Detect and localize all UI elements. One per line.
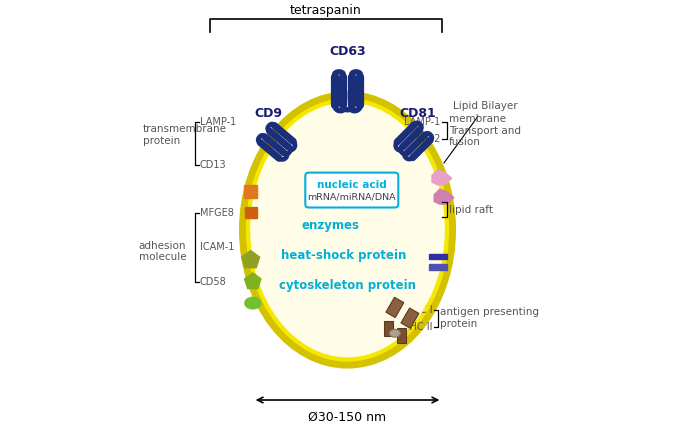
Text: cholesterol: cholesterol: [388, 197, 441, 207]
Ellipse shape: [246, 98, 449, 362]
Text: transmembrane
protein: transmembrane protein: [143, 124, 227, 146]
Polygon shape: [397, 328, 406, 343]
Text: LAMP-1: LAMP-1: [199, 117, 236, 127]
Polygon shape: [432, 170, 452, 185]
Text: adhesion
molecule: adhesion molecule: [138, 240, 186, 262]
Text: cytoskeleton protein: cytoskeleton protein: [279, 279, 416, 293]
Text: nucleic acid: nucleic acid: [317, 180, 386, 190]
Text: CD13: CD13: [199, 160, 227, 170]
Text: lipid raft: lipid raft: [449, 205, 493, 215]
Ellipse shape: [239, 91, 456, 368]
Text: heat-shock protein: heat-shock protein: [281, 249, 406, 262]
Ellipse shape: [244, 297, 261, 310]
Polygon shape: [386, 297, 404, 318]
Text: antigen presenting
protein: antigen presenting protein: [440, 307, 539, 329]
Bar: [244, 185, 257, 198]
Polygon shape: [384, 321, 393, 336]
Text: LAMP-1: LAMP-1: [404, 117, 440, 127]
Ellipse shape: [389, 329, 400, 337]
Text: MHC II: MHC II: [401, 322, 433, 332]
Text: enzymes: enzymes: [301, 219, 359, 232]
Polygon shape: [401, 308, 419, 328]
Text: MHC I: MHC I: [404, 304, 433, 314]
Bar: [430, 254, 447, 259]
Text: LAMP-2: LAMP-2: [404, 134, 440, 145]
Text: MFGE8: MFGE8: [199, 208, 234, 218]
Bar: [245, 207, 256, 218]
Ellipse shape: [250, 102, 445, 357]
Text: CD58: CD58: [199, 276, 227, 286]
Text: ICAM-1: ICAM-1: [199, 242, 234, 252]
Text: mRNA/miRNA/DNA: mRNA/miRNA/DNA: [307, 193, 396, 201]
Text: CD81: CD81: [400, 106, 436, 120]
Text: Lipid Bilayer: Lipid Bilayer: [444, 101, 518, 163]
FancyBboxPatch shape: [305, 173, 398, 208]
Text: CD63: CD63: [329, 45, 366, 58]
Text: tetraspanin: tetraspanin: [290, 4, 362, 17]
Bar: [430, 265, 447, 270]
Text: sphingomyelin: sphingomyelin: [370, 212, 441, 222]
Text: membrane
Transport and
fusion: membrane Transport and fusion: [449, 114, 521, 148]
Text: Ø30-150 nm: Ø30-150 nm: [309, 411, 386, 424]
Polygon shape: [434, 189, 454, 204]
Text: CD9: CD9: [255, 106, 283, 120]
